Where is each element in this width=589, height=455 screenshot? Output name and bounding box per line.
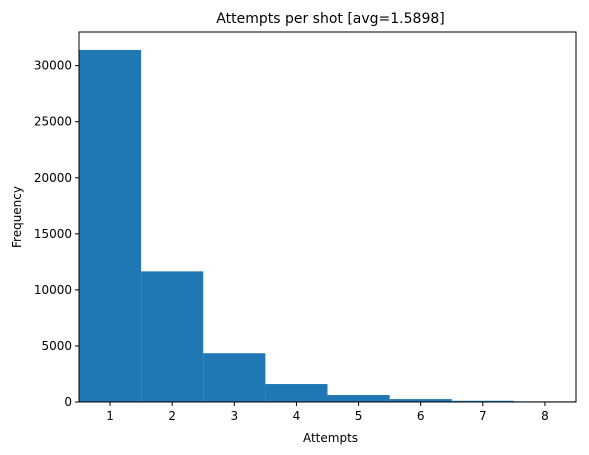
chart-title: Attempts per shot [avg=1.5898] bbox=[216, 11, 444, 27]
y-axis-ticks: 0 5000 10000 15000 20000 25000 30000 bbox=[34, 59, 79, 409]
bar-3 bbox=[203, 353, 266, 402]
x-tick-label: 3 bbox=[230, 409, 238, 423]
x-axis-ticks: 1 2 3 4 5 6 7 8 bbox=[106, 402, 549, 423]
x-tick-label: 7 bbox=[479, 409, 487, 423]
y-tick-label: 5000 bbox=[41, 339, 72, 353]
y-tick-label: 0 bbox=[64, 395, 72, 409]
bar-4 bbox=[265, 384, 328, 402]
bars-group bbox=[79, 49, 576, 402]
bar-2 bbox=[141, 271, 204, 402]
x-tick-label: 2 bbox=[168, 409, 176, 423]
y-tick-label: 15000 bbox=[34, 227, 72, 241]
x-axis-label: Attempts bbox=[303, 431, 358, 445]
y-axis-label: Frequency bbox=[10, 186, 24, 248]
x-tick-label: 1 bbox=[106, 409, 114, 423]
bar-6 bbox=[389, 399, 452, 402]
x-tick-label: 5 bbox=[355, 409, 363, 423]
bar-5 bbox=[327, 395, 390, 402]
bar-7 bbox=[451, 400, 514, 402]
x-tick-label: 6 bbox=[417, 409, 425, 423]
plot-frame bbox=[78, 31, 577, 403]
y-tick-label: 30000 bbox=[34, 59, 72, 73]
x-tick-label: 8 bbox=[541, 409, 549, 423]
bar-1 bbox=[79, 49, 142, 402]
y-tick-label: 25000 bbox=[34, 115, 72, 129]
y-tick-label: 10000 bbox=[34, 283, 72, 297]
y-tick-label: 20000 bbox=[34, 171, 72, 185]
x-tick-label: 4 bbox=[293, 409, 301, 423]
